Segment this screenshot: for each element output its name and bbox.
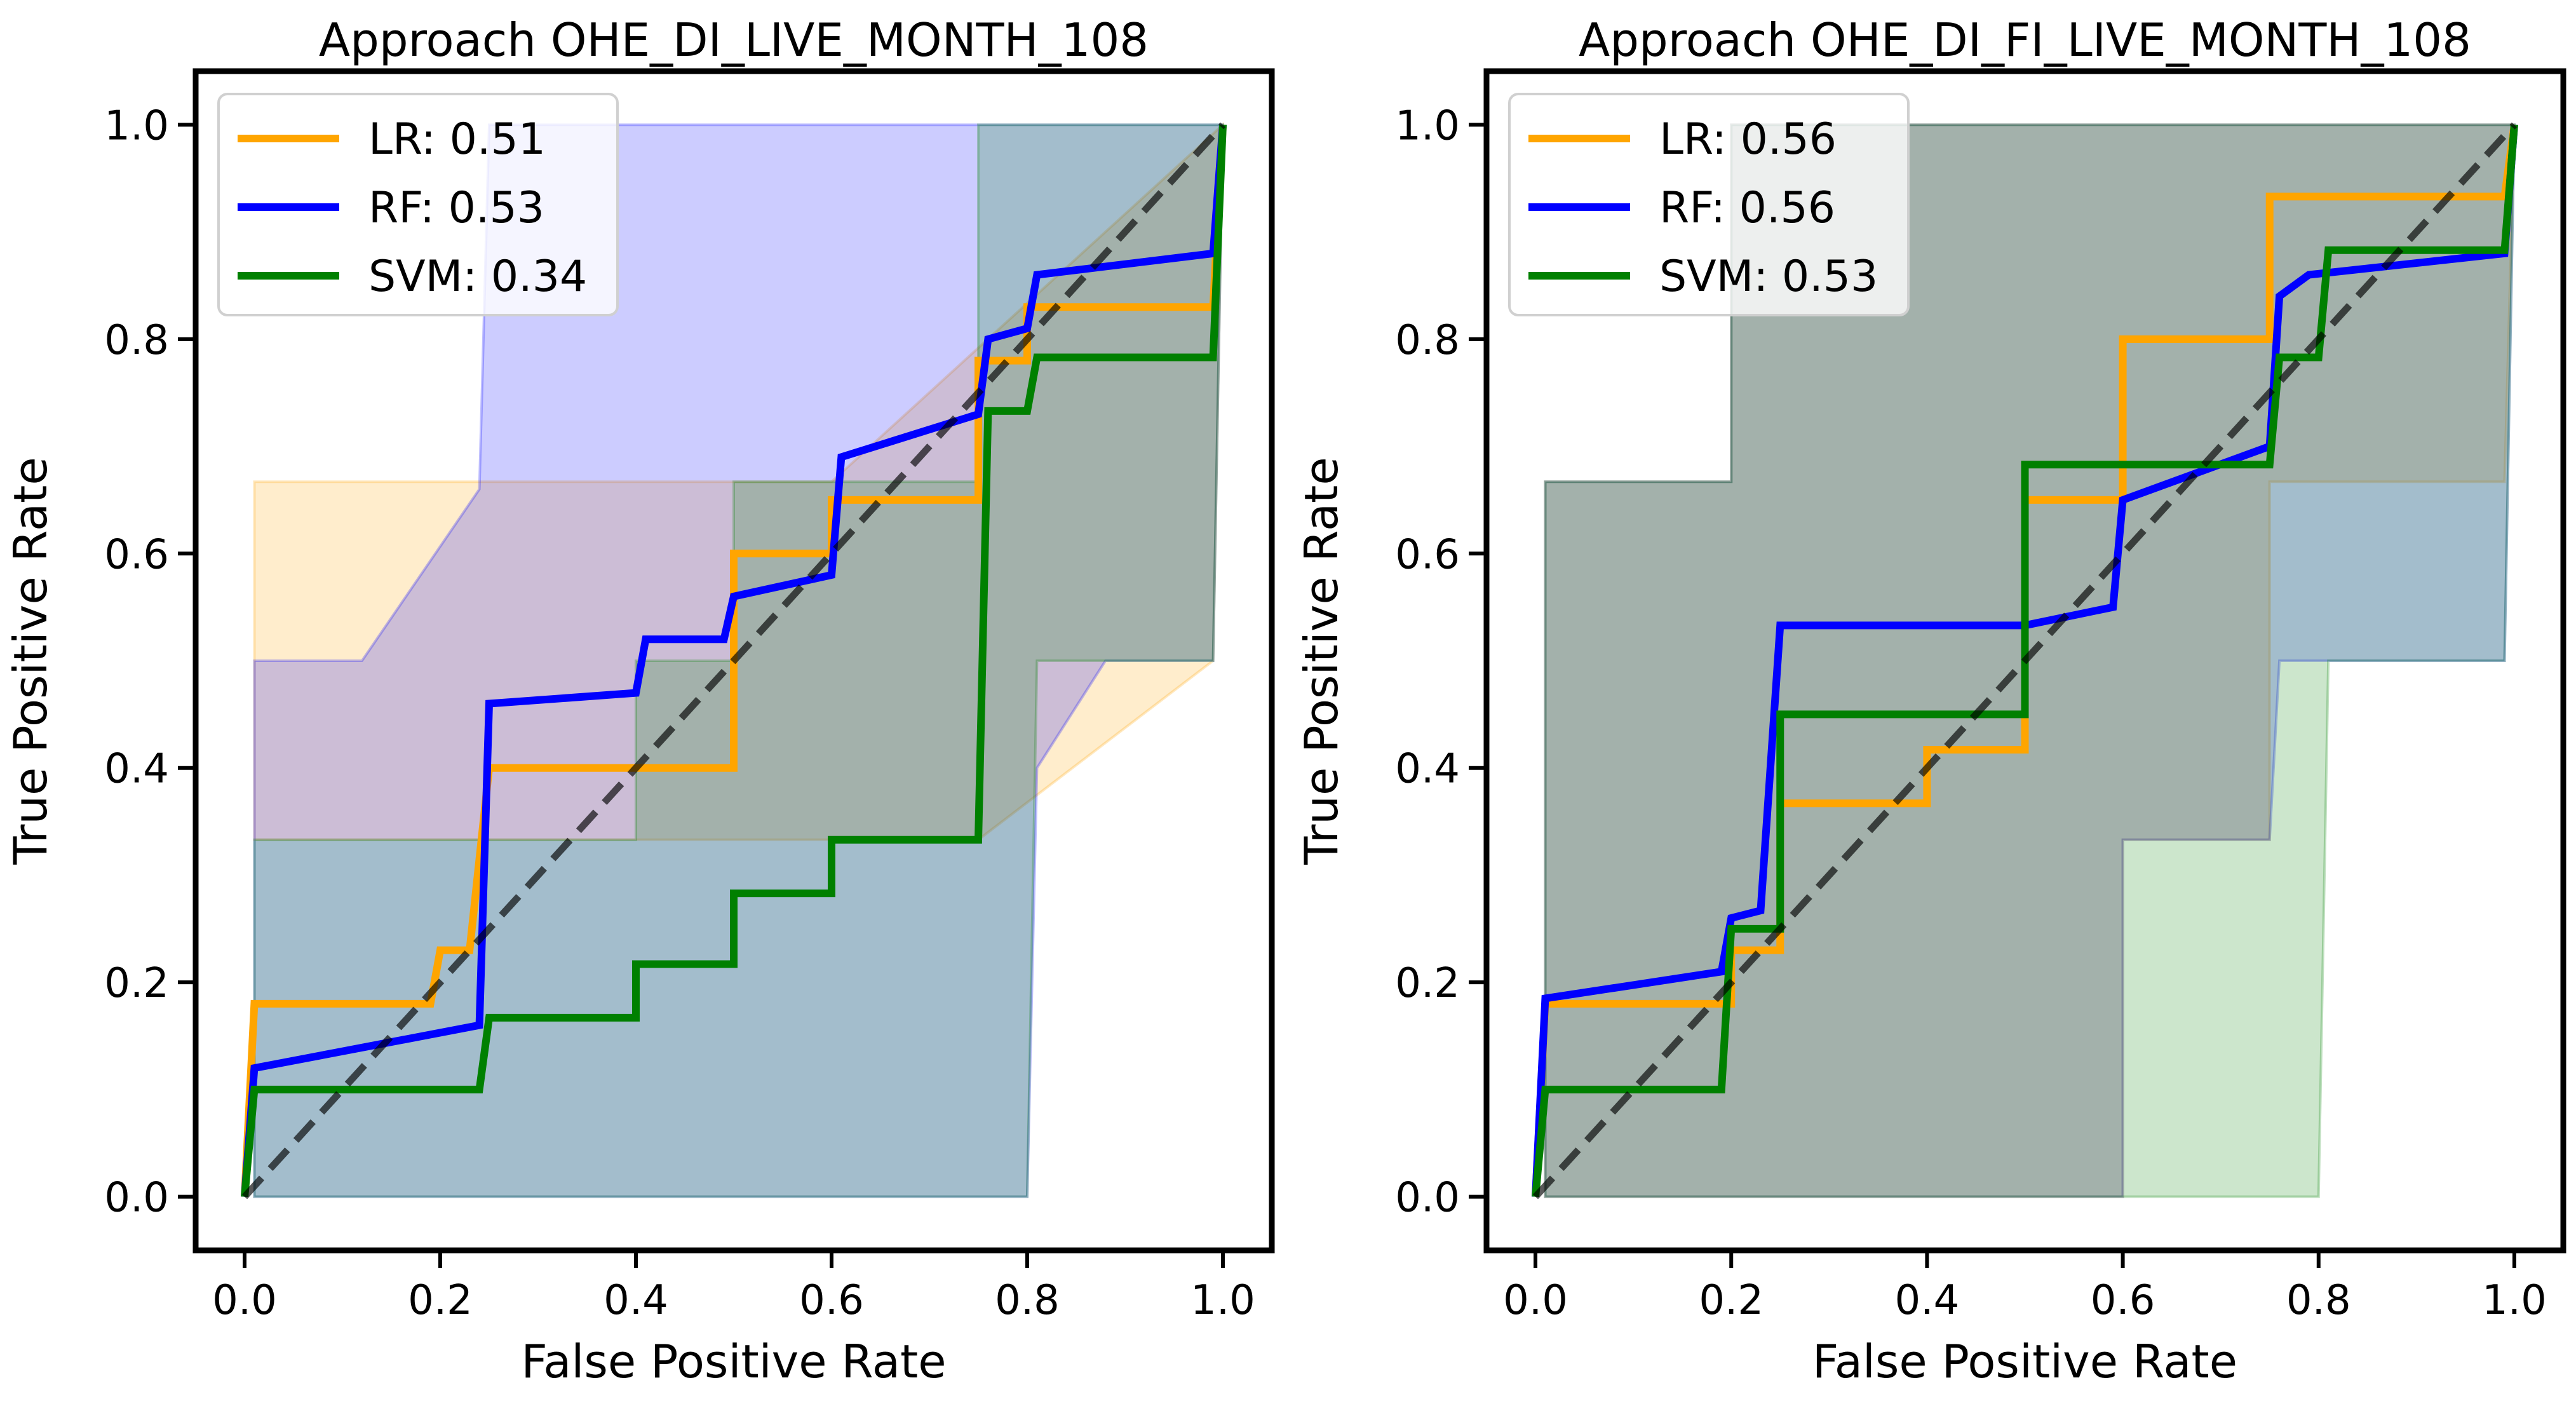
chart-2-xtick-label-3: 0.4 xyxy=(1895,1277,1960,1324)
chart-2-title: Approach OHE_DI_FI_LIVE_MONTH_108 xyxy=(1579,13,2471,67)
chart-2-xtick-label-5: 0.8 xyxy=(2286,1277,2351,1324)
chart-2-legend: LR: 0.56 RF: 0.56 SVM: 0.53 xyxy=(1508,93,1910,316)
chart-2: 0.0 0.2 0.4 0.6 0.8 1.0 0.0 0.2 0.4 0.6 0.8 1.0 Appr… xyxy=(1295,13,2566,1388)
chart-1-ytick-label-4: 0.6 xyxy=(104,531,169,578)
chart-1-ytick-label-3: 0.4 xyxy=(104,746,169,793)
chart-1-legend-label-3: SVM: 0.34 xyxy=(368,252,587,302)
chart-1: 0.0 0.2 0.4 0.6 0.8 1.0 0.0 0.2 0.4 0.6 0.8 1.0 Appr… xyxy=(4,13,1275,1388)
chart-1-legend-label-2: RF: 0.53 xyxy=(368,183,544,233)
chart-1-xtick-label-4: 0.6 xyxy=(799,1277,864,1324)
chart-2-ytick-label-1: 0.0 xyxy=(1395,1175,1460,1222)
chart-2-legend-label-1: LR: 0.56 xyxy=(1659,114,1837,165)
chart-2-legend-label-3: SVM: 0.53 xyxy=(1659,252,1878,302)
chart-1-diagonal-line xyxy=(241,122,1226,1200)
chart-2-y-axis-label: True Positive Rate xyxy=(1295,457,1348,865)
chart-2-series-line-3 xyxy=(1532,124,2518,1198)
chart-1-frame xyxy=(192,68,1275,1254)
chart-1-xtick-label-1: 0.0 xyxy=(212,1277,277,1324)
chart-1-x-axis-label: False Positive Rate xyxy=(521,1335,946,1388)
chart-2-legend-label-2: RF: 0.56 xyxy=(1659,183,1835,233)
chart-2-xtick-label-2: 0.2 xyxy=(1699,1277,1763,1324)
chart-1-legend-label-1: LR: 0.51 xyxy=(368,114,546,165)
chart-1-xtick-label-6: 1.0 xyxy=(1190,1277,1255,1324)
chart-1-ytick-label-2: 0.2 xyxy=(104,960,169,1007)
chart-1-y-axis-label: True Positive Rate xyxy=(4,457,57,865)
chart-2-ytick-label-2: 0.2 xyxy=(1395,960,1460,1007)
chart-2-diagonal-line xyxy=(1532,122,2518,1200)
chart-2-legend-box xyxy=(1508,93,1910,316)
chart-2-ytick-label-6: 1.0 xyxy=(1395,102,1460,149)
chart-2-series-line-2 xyxy=(1532,124,2518,1197)
chart-2-ytick-label-3: 0.4 xyxy=(1395,746,1460,793)
chart-1-legend-box xyxy=(217,93,619,316)
chart-1-ytick-label-1: 0.0 xyxy=(104,1175,169,1222)
chart-1-ytick-label-6: 1.0 xyxy=(104,102,169,149)
chart-1-xtick-label-2: 0.2 xyxy=(408,1277,473,1324)
chart-2-xtick-label-1: 0.0 xyxy=(1503,1277,1568,1324)
chart-1-series-line-3 xyxy=(241,125,1227,1198)
chart-1-series-line-2 xyxy=(241,124,1227,1198)
chart-1-legend: LR: 0.51 RF: 0.53 SVM: 0.34 xyxy=(217,93,619,316)
chart-2-xtick-label-4: 0.6 xyxy=(2091,1277,2155,1324)
chart-2-ytick-label-4: 0.6 xyxy=(1395,531,1460,578)
chart-1-xtick-label-3: 0.4 xyxy=(604,1277,668,1324)
chart-2-ytick-label-5: 0.8 xyxy=(1395,317,1460,364)
chart-2-x-axis-label: False Positive Rate xyxy=(1812,1335,2237,1388)
chart-1-series-line-1 xyxy=(241,125,1227,1197)
chart-2-xtick-label-6: 1.0 xyxy=(2482,1277,2547,1324)
chart-1-xtick-label-5: 0.8 xyxy=(995,1277,1060,1324)
chart-1-title: Approach OHE_DI_LIVE_MONTH_108 xyxy=(319,13,1149,67)
chart-2-frame xyxy=(1483,68,2566,1254)
chart-1-ytick-label-5: 0.8 xyxy=(104,317,169,364)
